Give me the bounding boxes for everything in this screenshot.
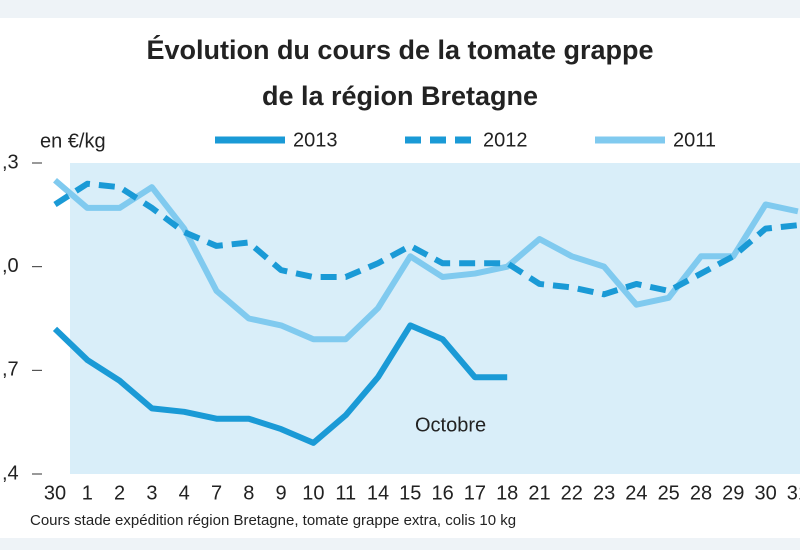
legend-label: 2012 bbox=[483, 129, 528, 151]
plot-area bbox=[70, 163, 800, 474]
x-tick-label: 23 bbox=[593, 482, 615, 504]
y-axis-label: en €/kg bbox=[40, 130, 106, 152]
x-tick-label: 7 bbox=[211, 482, 222, 504]
y-tick-label: ,3 bbox=[2, 151, 19, 173]
chart-title: de la région Bretagne bbox=[262, 81, 538, 111]
x-tick-label: 2 bbox=[114, 482, 125, 504]
x-tick-label: 1 bbox=[82, 482, 93, 504]
x-tick-label: 14 bbox=[367, 482, 389, 504]
x-tick-label: 30 bbox=[44, 482, 66, 504]
x-tick-label: 8 bbox=[243, 482, 254, 504]
x-tick-label: 22 bbox=[561, 482, 583, 504]
y-tick-label: ,0 bbox=[2, 255, 19, 277]
legend-label: 2011 bbox=[673, 129, 716, 151]
x-tick-label: 18 bbox=[496, 482, 518, 504]
x-tick-label: 31 bbox=[787, 482, 800, 504]
y-tick-label: ,7 bbox=[2, 359, 19, 381]
chart-title: Évolution du cours de la tomate grappe bbox=[146, 34, 653, 65]
x-tick-label: 10 bbox=[302, 482, 324, 504]
x-tick-label: 21 bbox=[528, 482, 550, 504]
series-line bbox=[53, 180, 799, 298]
x-tick-label: 29 bbox=[722, 482, 744, 504]
x-tick-label: 28 bbox=[690, 482, 712, 504]
footnote: Cours stade expédition région Bretagne, … bbox=[30, 512, 516, 529]
x-tick-label: 16 bbox=[431, 482, 453, 504]
x-tick-label: 25 bbox=[658, 482, 680, 504]
legend-label: 2013 bbox=[293, 129, 338, 151]
x-tick-label: 9 bbox=[276, 482, 287, 504]
x-tick-label: 11 bbox=[335, 482, 356, 504]
x-tick-label: 30 bbox=[754, 482, 776, 504]
series-line bbox=[53, 177, 799, 343]
x-tick-label: 3 bbox=[146, 482, 157, 504]
x-tick-label: 15 bbox=[399, 482, 421, 504]
annotation: Octobre bbox=[415, 414, 486, 436]
x-tick-label: 24 bbox=[625, 482, 647, 504]
x-tick-label: 4 bbox=[179, 482, 190, 504]
x-tick-label: 17 bbox=[464, 482, 486, 504]
series-line bbox=[52, 322, 508, 446]
y-tick-label: ,4 bbox=[2, 462, 19, 484]
